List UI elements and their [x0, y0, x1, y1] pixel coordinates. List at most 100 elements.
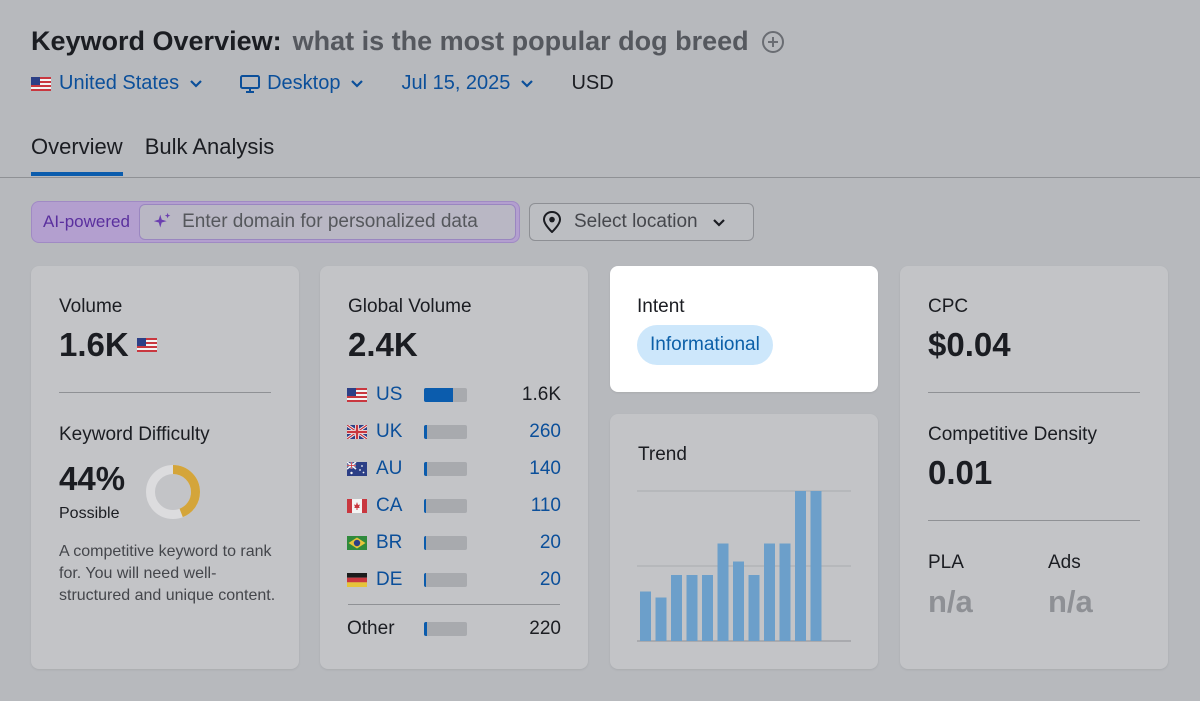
country-code: UK: [376, 421, 403, 442]
card-divider: [59, 392, 271, 393]
trend-bar: [764, 543, 775, 641]
filters-bar: United States Desktop Jul 15, 2025 USD: [31, 72, 614, 95]
chevron-down-icon: [190, 80, 202, 88]
tab-bulk-analysis[interactable]: Bulk Analysis: [144, 134, 275, 159]
br-flag-icon: [347, 536, 367, 550]
country-volume: 140: [529, 458, 561, 479]
country-code: DE: [376, 569, 403, 590]
country-row-ca[interactable]: CA 110: [347, 495, 561, 517]
global-volume-card: Global Volume 2.4K US 1.6K UK 260 AU: [320, 266, 588, 669]
sparkle-icon: [153, 212, 171, 228]
intent-card: Intent Informational: [610, 266, 878, 392]
ai-input-wrapper[interactable]: [138, 204, 516, 240]
share-bar-fill: [424, 425, 428, 439]
country-label: United States: [59, 72, 180, 94]
location-placeholder: Select location: [574, 211, 698, 232]
trend-bar: [640, 591, 651, 641]
difficulty-ring-fill: [146, 465, 200, 519]
ads-value: n/a: [1048, 584, 1093, 619]
cpc-label: CPC: [928, 296, 969, 317]
device-select[interactable]: Desktop: [240, 72, 364, 95]
other-label: Other: [347, 618, 395, 639]
intent-label: Intent: [637, 296, 685, 317]
chevron-down-icon: [712, 218, 725, 227]
page-title: Keyword Overview:: [31, 26, 282, 56]
difficulty-description: A competitive keyword to rank for. You w…: [59, 543, 276, 604]
country-select[interactable]: United States: [31, 72, 203, 95]
share-bar: [424, 536, 467, 550]
page-title-row: Keyword Overview: what is the most popul…: [31, 26, 785, 57]
trend-bar: [748, 575, 760, 641]
share-bar-fill: [424, 499, 427, 513]
country-code: BR: [376, 532, 403, 553]
pla-value: n/a: [928, 584, 973, 619]
country-row-other: Other 220: [347, 618, 561, 640]
share-bar: [424, 573, 467, 587]
country-row-au[interactable]: AU 140: [347, 458, 561, 480]
device-label: Desktop: [267, 72, 341, 94]
trend-bar: [795, 491, 806, 641]
uk-flag-icon: [347, 425, 367, 439]
trend-card: Trend: [610, 414, 878, 669]
monitor-icon: [240, 74, 261, 93]
keyword-text: what is the most popular dog breed: [292, 26, 749, 56]
trend-bar: [702, 575, 713, 641]
pla-label: PLA: [928, 552, 964, 573]
location-select[interactable]: Select location: [529, 203, 754, 241]
volume-value: 1.6K: [59, 326, 129, 363]
other-volume: 220: [529, 618, 561, 639]
share-bar: [424, 388, 467, 402]
share-bar-fill: [424, 388, 453, 402]
country-code: CA: [376, 495, 403, 516]
us-flag-icon: [136, 338, 157, 352]
global-volume-value: 2.4K: [348, 326, 418, 363]
share-bar: [424, 425, 467, 439]
trend-bar: [655, 597, 667, 641]
tab-overview[interactable]: Overview: [31, 134, 123, 176]
card-divider: [928, 520, 1140, 521]
cpc-card: CPC $0.04 Competitive Density 0.01 PLA n…: [900, 266, 1168, 669]
intent-badge[interactable]: Informational: [637, 325, 773, 365]
country-volume: 110: [530, 495, 561, 516]
difficulty-donut: [146, 465, 200, 519]
ca-flag-icon: [347, 499, 367, 513]
trend-label: Trend: [638, 444, 687, 465]
date-label: Jul 15, 2025: [401, 72, 511, 94]
country-volume: 1.6K: [521, 384, 561, 405]
country-code: US: [376, 384, 403, 405]
date-select[interactable]: Jul 15, 2025: [401, 72, 534, 95]
trend-chart: [637, 490, 851, 642]
tabs-bar: Overview Bulk Analysis: [31, 134, 296, 176]
country-row-br[interactable]: BR 20: [347, 532, 561, 554]
global-volume-label: Global Volume: [348, 296, 472, 317]
country-code: AU: [376, 458, 403, 479]
trend-bar: [779, 543, 791, 641]
trend-bar: [717, 543, 729, 641]
share-bar-fill: [424, 536, 427, 550]
ai-domain-box: AI-powered: [31, 201, 520, 243]
share-bar-fill: [424, 573, 427, 587]
country-volume: 20: [539, 569, 561, 590]
location-pin-icon: [542, 211, 562, 233]
difficulty-level: Possible: [59, 505, 120, 522]
us-flag-icon: [347, 388, 367, 402]
share-bar-fill: [424, 462, 427, 476]
ads-label: Ads: [1048, 552, 1081, 573]
country-row-de[interactable]: DE 20: [347, 569, 561, 591]
competitive-density-value: 0.01: [928, 454, 993, 491]
country-row-uk[interactable]: UK 260: [347, 421, 561, 443]
currency-label: USD: [571, 72, 614, 94]
ai-powered-badge: AI-powered: [43, 212, 130, 231]
country-row-us[interactable]: US 1.6K: [347, 384, 561, 406]
share-bar: [424, 462, 467, 476]
au-flag-icon: [347, 462, 367, 476]
trend-bar: [810, 491, 822, 641]
de-flag-icon: [347, 573, 367, 587]
trend-bar: [733, 561, 744, 641]
trend-bar: [686, 575, 698, 641]
add-keyword-icon[interactable]: [761, 30, 785, 54]
country-volume: 20: [539, 532, 561, 553]
domain-input[interactable]: [182, 211, 515, 233]
tabs-divider: [0, 177, 1200, 178]
card-divider: [348, 604, 560, 605]
